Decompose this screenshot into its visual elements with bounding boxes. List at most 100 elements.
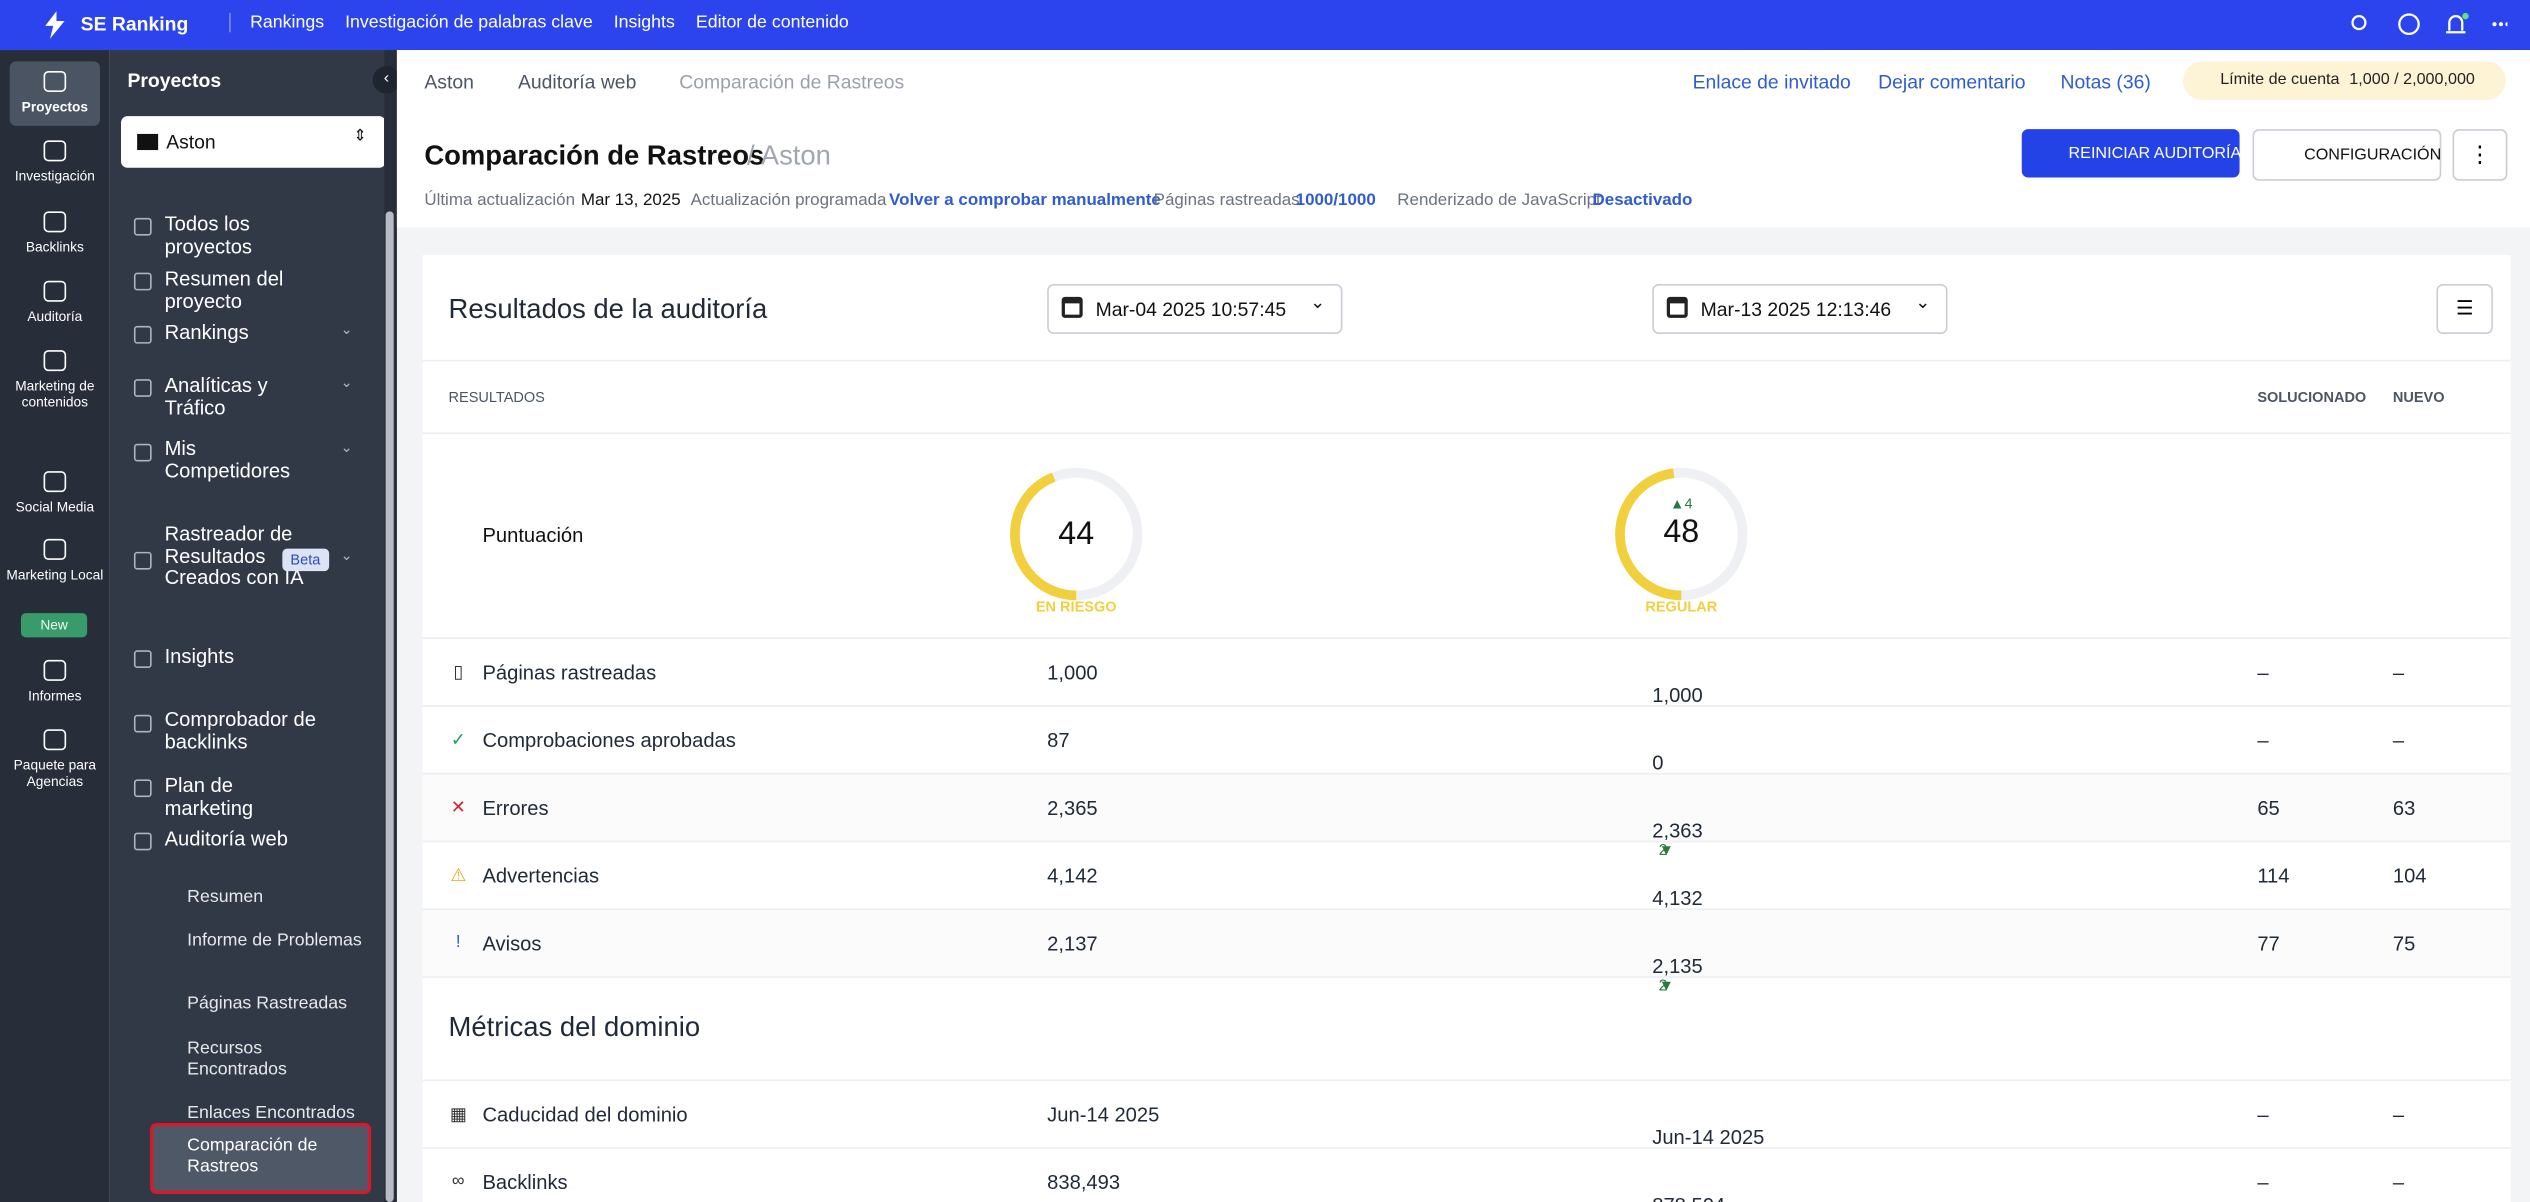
side-item[interactable]: Comprobador de backlinks bbox=[164, 708, 316, 753]
fixed: 77 bbox=[2257, 932, 2280, 956]
side-item[interactable]: Todos los proyectos bbox=[164, 212, 253, 258]
row-icon: ! bbox=[455, 932, 461, 952]
top-links: Rankings Investigación de palabras clave I… bbox=[229, 12, 849, 33]
side-item[interactable]: Auditoría web bbox=[164, 827, 288, 851]
column-header: NUEVO bbox=[2392, 388, 2445, 405]
calendar-icon bbox=[1666, 296, 1688, 318]
chevron: ⌄ bbox=[340, 374, 353, 391]
side-item[interactable]: Analíticas y Tráfico bbox=[164, 374, 268, 419]
chevron: ⌄ bbox=[340, 321, 353, 338]
side-item[interactable]: Rastreador de Resultados Creados con IA bbox=[164, 522, 304, 589]
divider bbox=[422, 359, 2511, 362]
divider bbox=[422, 976, 2511, 978]
value-a: 4,142 bbox=[1047, 864, 1098, 888]
more-button[interactable]: ⋮ bbox=[2452, 129, 2508, 181]
meta-value: 1000/1000 bbox=[1295, 190, 1376, 210]
sub-item[interactable]: Comparación de Rastreos bbox=[187, 1135, 318, 1177]
project-select[interactable]: Aston ⇕ bbox=[121, 116, 386, 168]
side-item[interactable]: Mis Competidores bbox=[164, 437, 291, 482]
page-subtitle: / Aston bbox=[747, 140, 831, 172]
value-a: 1,000 bbox=[1047, 661, 1098, 685]
brand: SE Ranking bbox=[80, 12, 189, 36]
rail-icon bbox=[43, 659, 67, 681]
settings-button[interactable]: CONFIGURACIÓN bbox=[2252, 129, 2442, 181]
meta-value[interactable]: Volver a comprobar manualmente bbox=[889, 190, 1161, 210]
top-link[interactable]: Editor de contenido bbox=[695, 12, 849, 33]
trend-arrow: ▼ bbox=[1658, 977, 1674, 996]
meta-label: Última actualización bbox=[424, 190, 576, 210]
trend-arrow: ▼ bbox=[1658, 842, 1674, 861]
top-link[interactable]: Rankings bbox=[250, 12, 325, 33]
restart-button[interactable]: REINICIAR AUDITORÍA bbox=[2021, 129, 2241, 178]
row-label: Avisos bbox=[482, 932, 542, 956]
row-label: Caducidad del dominio bbox=[482, 1103, 688, 1127]
new: – bbox=[2392, 661, 2405, 685]
panel-title: Resultados de la auditoría bbox=[448, 293, 768, 325]
top-link[interactable]: Insights bbox=[613, 12, 675, 33]
rail-item[interactable]: Informes bbox=[28, 687, 82, 704]
fixed: 114 bbox=[2257, 864, 2290, 888]
rail-item[interactable]: Investigación bbox=[14, 167, 95, 184]
breadcrumb[interactable]: Aston bbox=[424, 70, 474, 94]
row-label: Backlinks bbox=[482, 1171, 568, 1195]
row-label: Comprobaciones aprobadas bbox=[482, 729, 736, 752]
sub-item[interactable]: Páginas Rastreadas bbox=[187, 993, 348, 1014]
sidebar: Proyectos Aston ⇕ Todos los proyectos Res… bbox=[109, 50, 386, 1202]
chevron: ⌄ bbox=[1915, 293, 1931, 314]
value: 0 bbox=[1652, 751, 1664, 775]
date-picker[interactable]: Mar-04 2025 10:57:45 ⌄ bbox=[1047, 283, 1343, 334]
value-a: Jun-14 2025 bbox=[1047, 1103, 1160, 1127]
date-picker[interactable]: Mar-13 2025 12:13:46 ⌄ bbox=[1652, 283, 1948, 334]
value-a: 2,365 bbox=[1047, 797, 1098, 820]
header-link[interactable]: Dejar comentario bbox=[1878, 70, 2026, 94]
fixed: – bbox=[2257, 1171, 2269, 1195]
rail-item[interactable]: Auditoría bbox=[27, 308, 83, 325]
date-value: Mar-13 2025 12:13:46 bbox=[1700, 298, 1892, 322]
rail-item[interactable]: Paquete para Agencias bbox=[13, 756, 97, 790]
top-link[interactable]: Investigación de palabras clave bbox=[345, 12, 593, 33]
rail-icon bbox=[43, 729, 67, 751]
side-item[interactable]: Rankings bbox=[164, 321, 249, 344]
chevron: ⌄ bbox=[1310, 293, 1326, 314]
value-a: 87 bbox=[1047, 729, 1070, 752]
row-label: Advertencias bbox=[482, 864, 600, 888]
result-row: ▯ Páginas rastreadas 1,000 1,000 – – bbox=[422, 637, 2511, 707]
score-status: REGULAR bbox=[1645, 598, 1718, 615]
score-status: EN RIESGO bbox=[1035, 598, 1117, 615]
rail-item[interactable]: Social Media bbox=[15, 498, 95, 515]
rail-item[interactable]: Proyectos bbox=[21, 98, 89, 115]
beta-badge: Beta bbox=[282, 548, 329, 572]
new: – bbox=[2392, 1171, 2405, 1195]
score-gauge bbox=[1010, 467, 1143, 601]
side-item[interactable]: Plan de marketing bbox=[164, 774, 254, 819]
chevron: ⌄ bbox=[340, 546, 353, 564]
meta-label: Renderizado de JavaScript bbox=[1397, 190, 1601, 210]
sub-item[interactable]: Resumen bbox=[187, 887, 264, 907]
column-header: SOLUCIONADO bbox=[2257, 388, 2367, 405]
side-item[interactable]: Insights bbox=[164, 645, 235, 668]
rail-item[interactable]: Marketing de contenidos bbox=[15, 377, 95, 410]
sub-item[interactable]: Informe de Problemas bbox=[187, 931, 362, 951]
header-link[interactable]: Enlace de invitado bbox=[1692, 70, 1851, 94]
side-item[interactable]: Resumen del proyecto bbox=[164, 267, 284, 313]
sub-item[interactable]: Enlaces Encontrados bbox=[187, 1103, 355, 1124]
rail-item[interactable]: Marketing Local bbox=[6, 566, 104, 583]
gauge-arc bbox=[1615, 467, 1748, 601]
side-icon bbox=[133, 832, 152, 851]
rail-item[interactable]: Backlinks bbox=[25, 238, 84, 255]
side-icon bbox=[133, 443, 152, 462]
section-title: Métricas del dominio bbox=[448, 1011, 701, 1043]
rail-icon bbox=[43, 140, 67, 162]
result-row: ▦ Caducidad del dominio Jun-14 2025 Jun-14 … bbox=[422, 1079, 2511, 1149]
breadcrumb[interactable]: Auditoría web bbox=[517, 70, 637, 94]
sub-item[interactable]: Recursos Encontrados bbox=[187, 1039, 287, 1080]
header-link[interactable]: Notas (36) bbox=[2060, 70, 2151, 94]
breadcrumb: Comparación de Rastreos bbox=[679, 70, 905, 94]
rail-icon bbox=[43, 211, 67, 233]
filter-button[interactable]: ☰ bbox=[2436, 283, 2493, 334]
row-icon: ∞ bbox=[451, 1171, 465, 1191]
side-icon bbox=[133, 650, 152, 668]
main-header: Aston Auditoría web Comparación de Rastreo… bbox=[396, 50, 2530, 228]
